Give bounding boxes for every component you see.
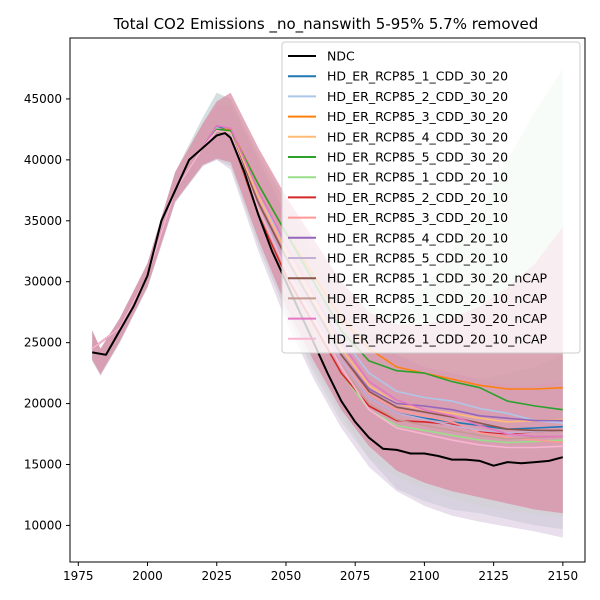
legend-label: HD_ER_RCP26_1_CDD_30_20_nCAP [327, 311, 548, 326]
legend-label: HD_ER_RCP85_4_CDD_20_10 [327, 230, 508, 245]
legend-label: HD_ER_RCP85_1_CDD_20_10_nCAP [327, 291, 548, 306]
legend-label: HD_ER_RCP85_5_CDD_20_10 [327, 251, 508, 266]
x-tick-label: 2000 [132, 569, 163, 583]
x-tick-label: 2100 [409, 569, 440, 583]
legend-label: HD_ER_RCP85_3_CDD_20_10 [327, 210, 508, 225]
chart-title: Total CO2 Emissions _no_nanswith 5-95% 5… [113, 15, 538, 34]
legend-label: HD_ER_RCP85_4_CDD_30_20 [327, 129, 508, 144]
y-tick-label: 40000 [24, 153, 62, 167]
y-tick-label: 20000 [24, 397, 62, 411]
x-tick-label: 2075 [340, 569, 371, 583]
x-tick-label: 1975 [63, 569, 94, 583]
y-tick-label: 30000 [24, 275, 62, 289]
x-axis: 1975 2000 2025 2050 2075 2100 2125 2150 [63, 562, 578, 583]
legend-label: HD_ER_RCP85_1_CDD_20_10 [327, 170, 508, 185]
legend-label: HD_ER_RCP85_2_CDD_20_10 [327, 190, 508, 205]
y-tick-label: 35000 [24, 214, 62, 228]
legend-label: HD_ER_RCP85_5_CDD_30_20 [327, 150, 508, 165]
series-line-NDC [92, 132, 564, 467]
x-tick-label: 2150 [548, 569, 579, 583]
plot-frame [69, 37, 586, 563]
legend-label: HD_ER_RCP85_1_CDD_30_20 [327, 69, 508, 84]
x-tick-label: 2050 [271, 569, 302, 583]
y-tick-label: 45000 [24, 92, 62, 106]
legend-label: NDC [327, 49, 355, 64]
x-tick-label: 2125 [478, 569, 509, 583]
legend-label: HD_ER_RCP85_3_CDD_30_20 [327, 109, 508, 124]
legend-label: HD_ER_RCP26_1_CDD_20_10_nCAP [327, 331, 548, 346]
legend-label: HD_ER_RCP85_1_CDD_30_20_nCAP [327, 271, 548, 286]
legend: NDC HD_ER_RCP85_1_CDD_30_20 HD_ER_RCP85_2_… [281, 41, 581, 354]
y-tick-label: 25000 [24, 336, 62, 350]
legend-box [281, 41, 581, 354]
y-tick-label: 15000 [24, 458, 62, 472]
y-tick-label: 10000 [24, 518, 62, 532]
legend-label: HD_ER_RCP85_2_CDD_30_20 [327, 89, 508, 104]
y-axis: 10000 15000 20000 25000 30000 35000 40000 45000 [24, 92, 70, 532]
x-tick-label: 2025 [201, 569, 232, 583]
